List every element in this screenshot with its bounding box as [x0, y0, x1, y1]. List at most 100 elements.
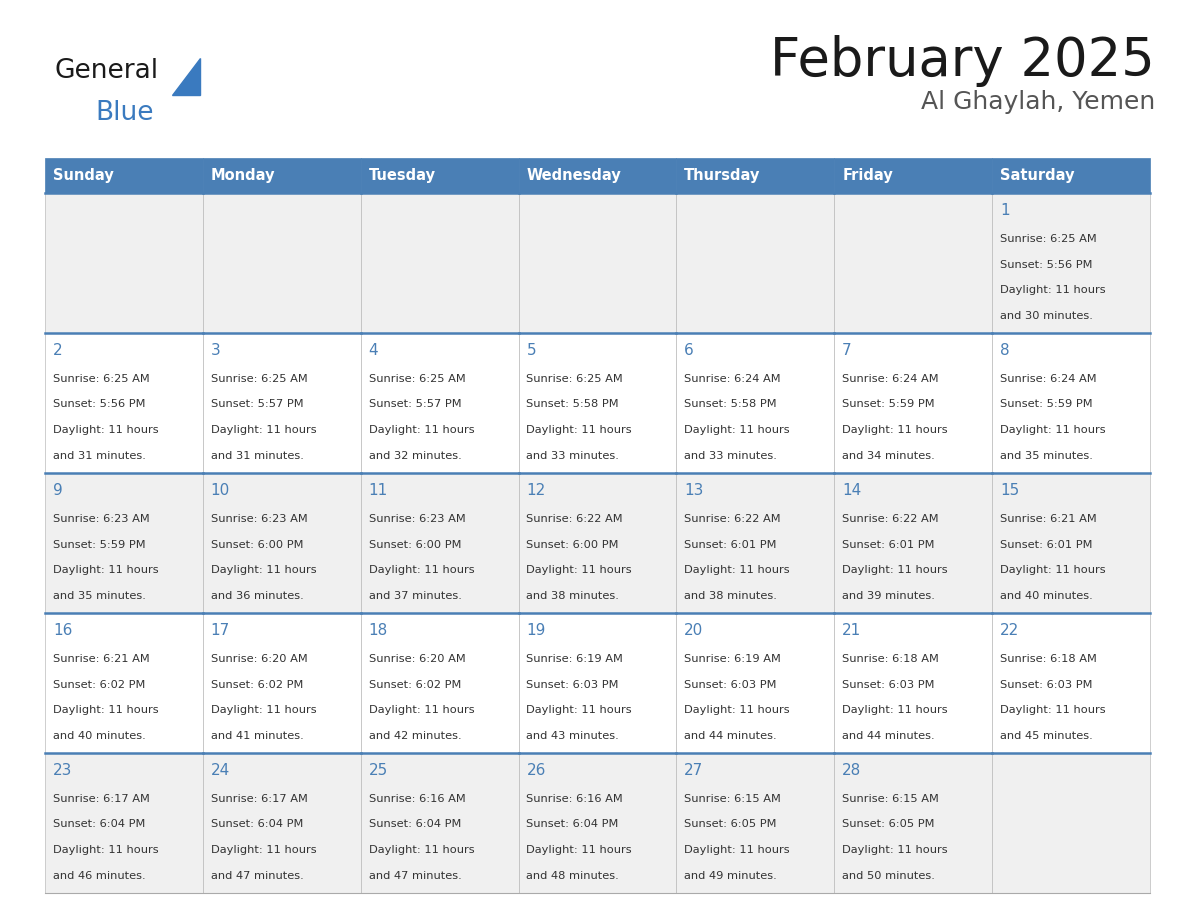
Text: and 49 minutes.: and 49 minutes. [684, 871, 777, 881]
Text: 10: 10 [210, 483, 230, 498]
Text: and 32 minutes.: and 32 minutes. [368, 452, 461, 462]
Text: and 38 minutes.: and 38 minutes. [684, 591, 777, 601]
Bar [676, 333, 834, 473]
Text: and 42 minutes.: and 42 minutes. [368, 732, 461, 742]
Text: and 34 minutes.: and 34 minutes. [842, 452, 935, 462]
Bar [834, 193, 992, 333]
Text: Sunset: 6:01 PM: Sunset: 6:01 PM [1000, 540, 1093, 550]
Text: Sunset: 5:59 PM: Sunset: 5:59 PM [53, 540, 145, 550]
Text: Sunday: Sunday [53, 168, 114, 183]
Text: Sunset: 5:56 PM: Sunset: 5:56 PM [53, 399, 145, 409]
Text: 20: 20 [684, 622, 703, 638]
Text: Sunset: 6:04 PM: Sunset: 6:04 PM [368, 820, 461, 830]
Text: Daylight: 11 hours: Daylight: 11 hours [684, 705, 790, 715]
Bar [203, 613, 361, 753]
Text: Sunrise: 6:17 AM: Sunrise: 6:17 AM [53, 793, 150, 803]
Text: Daylight: 11 hours: Daylight: 11 hours [210, 565, 316, 576]
Text: 9: 9 [53, 483, 63, 498]
Bar [519, 473, 676, 613]
Text: Daylight: 11 hours: Daylight: 11 hours [842, 705, 948, 715]
Text: Sunrise: 6:22 AM: Sunrise: 6:22 AM [526, 513, 623, 523]
Text: and 45 minutes.: and 45 minutes. [1000, 732, 1093, 742]
Text: and 37 minutes.: and 37 minutes. [368, 591, 461, 601]
Text: Sunrise: 6:19 AM: Sunrise: 6:19 AM [526, 654, 624, 664]
Text: Sunrise: 6:23 AM: Sunrise: 6:23 AM [368, 513, 466, 523]
Bar [361, 473, 519, 613]
Bar [203, 193, 361, 333]
Bar [992, 333, 1150, 473]
Text: Sunset: 6:03 PM: Sunset: 6:03 PM [526, 679, 619, 689]
Bar [519, 613, 676, 753]
Text: Tuesday: Tuesday [368, 168, 436, 183]
Text: Sunset: 6:00 PM: Sunset: 6:00 PM [368, 540, 461, 550]
Text: Daylight: 11 hours: Daylight: 11 hours [368, 705, 474, 715]
Text: and 47 minutes.: and 47 minutes. [368, 871, 461, 881]
Text: and 33 minutes.: and 33 minutes. [526, 452, 619, 462]
Text: 18: 18 [368, 622, 387, 638]
Text: Daylight: 11 hours: Daylight: 11 hours [53, 425, 158, 435]
Bar [45, 473, 203, 613]
Text: Daylight: 11 hours: Daylight: 11 hours [684, 845, 790, 856]
Text: and 40 minutes.: and 40 minutes. [1000, 591, 1093, 601]
Text: Sunrise: 6:22 AM: Sunrise: 6:22 AM [842, 513, 939, 523]
Bar [992, 473, 1150, 613]
Text: Sunrise: 6:24 AM: Sunrise: 6:24 AM [842, 374, 939, 384]
Text: Daylight: 11 hours: Daylight: 11 hours [368, 425, 474, 435]
Text: Sunrise: 6:18 AM: Sunrise: 6:18 AM [1000, 654, 1097, 664]
Text: 2: 2 [53, 342, 63, 358]
Text: Sunset: 6:05 PM: Sunset: 6:05 PM [684, 820, 777, 830]
Text: Daylight: 11 hours: Daylight: 11 hours [842, 565, 948, 576]
Text: and 35 minutes.: and 35 minutes. [1000, 452, 1093, 462]
Text: Monday: Monday [210, 168, 276, 183]
Bar [676, 613, 834, 753]
Text: and 33 minutes.: and 33 minutes. [684, 452, 777, 462]
Polygon shape [172, 58, 200, 95]
Text: Daylight: 11 hours: Daylight: 11 hours [368, 845, 474, 856]
Bar [992, 753, 1150, 893]
Text: Daylight: 11 hours: Daylight: 11 hours [210, 845, 316, 856]
Text: Sunrise: 6:23 AM: Sunrise: 6:23 AM [53, 513, 150, 523]
Text: Friday: Friday [842, 168, 893, 183]
Text: Sunset: 6:01 PM: Sunset: 6:01 PM [842, 540, 935, 550]
Text: 11: 11 [368, 483, 387, 498]
Text: Sunset: 6:04 PM: Sunset: 6:04 PM [210, 820, 303, 830]
Text: General: General [55, 58, 159, 84]
Text: 4: 4 [368, 342, 378, 358]
Text: Sunrise: 6:25 AM: Sunrise: 6:25 AM [368, 374, 466, 384]
Text: 8: 8 [1000, 342, 1010, 358]
Text: 17: 17 [210, 622, 230, 638]
Text: 3: 3 [210, 342, 221, 358]
Bar [203, 333, 361, 473]
Text: Sunset: 5:58 PM: Sunset: 5:58 PM [526, 399, 619, 409]
Bar [519, 333, 676, 473]
Text: Sunset: 6:02 PM: Sunset: 6:02 PM [210, 679, 303, 689]
Bar [519, 158, 676, 193]
Bar [45, 158, 203, 193]
Text: Daylight: 11 hours: Daylight: 11 hours [1000, 285, 1106, 296]
Text: Sunrise: 6:25 AM: Sunrise: 6:25 AM [1000, 233, 1097, 243]
Text: Sunrise: 6:21 AM: Sunrise: 6:21 AM [53, 654, 150, 664]
Bar [203, 753, 361, 893]
Text: 14: 14 [842, 483, 861, 498]
Text: Sunrise: 6:17 AM: Sunrise: 6:17 AM [210, 793, 308, 803]
Text: and 44 minutes.: and 44 minutes. [684, 732, 777, 742]
Text: Sunset: 5:59 PM: Sunset: 5:59 PM [1000, 399, 1093, 409]
Text: Daylight: 11 hours: Daylight: 11 hours [1000, 565, 1106, 576]
Text: Saturday: Saturday [1000, 168, 1074, 183]
Text: Daylight: 11 hours: Daylight: 11 hours [526, 705, 632, 715]
Text: Sunrise: 6:25 AM: Sunrise: 6:25 AM [53, 374, 150, 384]
Text: Daylight: 11 hours: Daylight: 11 hours [684, 425, 790, 435]
Text: Daylight: 11 hours: Daylight: 11 hours [53, 845, 158, 856]
Text: 21: 21 [842, 622, 861, 638]
Text: Daylight: 11 hours: Daylight: 11 hours [53, 705, 158, 715]
Text: Sunrise: 6:16 AM: Sunrise: 6:16 AM [368, 793, 466, 803]
Text: Wednesday: Wednesday [526, 168, 621, 183]
Text: Sunrise: 6:15 AM: Sunrise: 6:15 AM [842, 793, 939, 803]
Text: Sunset: 6:02 PM: Sunset: 6:02 PM [53, 679, 145, 689]
Text: Sunset: 6:03 PM: Sunset: 6:03 PM [684, 679, 777, 689]
Text: Daylight: 11 hours: Daylight: 11 hours [210, 425, 316, 435]
Text: Daylight: 11 hours: Daylight: 11 hours [842, 845, 948, 856]
Text: Sunrise: 6:24 AM: Sunrise: 6:24 AM [1000, 374, 1097, 384]
Text: 12: 12 [526, 483, 545, 498]
Text: Sunset: 5:58 PM: Sunset: 5:58 PM [684, 399, 777, 409]
